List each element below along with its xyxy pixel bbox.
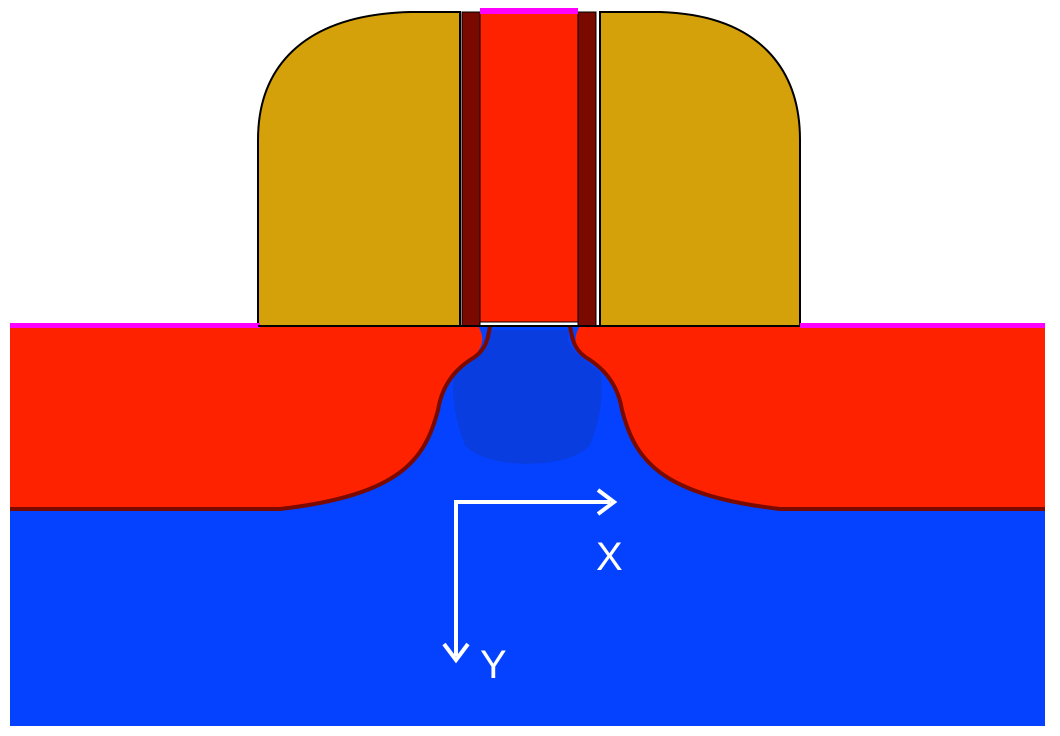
y-axis-label: Y	[480, 643, 507, 687]
gate-top-contact	[480, 8, 578, 14]
gate-liner-right	[577, 11, 597, 327]
gate-electrode	[479, 11, 579, 323]
y-arrow-head	[442, 642, 470, 664]
doping-band	[10, 326, 1045, 509]
x-arrow-head	[596, 488, 618, 516]
junction-contour	[10, 326, 1045, 511]
silicon-region	[10, 326, 1045, 726]
spacer-oxide	[257, 11, 801, 327]
gate-liner-left	[461, 11, 481, 327]
source-drain-doping	[10, 326, 1045, 509]
channel-core	[453, 330, 602, 464]
axis-indicator: X Y	[442, 488, 623, 687]
x-axis-label: X	[596, 535, 623, 579]
source-surface-contact	[10, 323, 260, 328]
drain-surface-contact	[800, 323, 1045, 328]
